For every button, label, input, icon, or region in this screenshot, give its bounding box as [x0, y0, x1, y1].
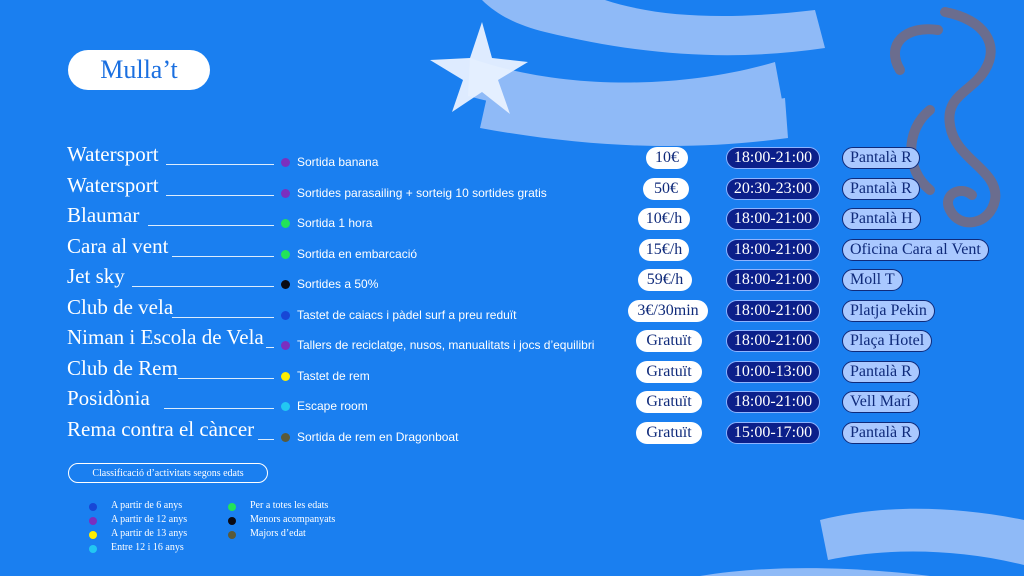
price-badge: 10€/h — [638, 208, 690, 230]
legend-dot — [89, 517, 97, 525]
time-badge: 18:00-21:00 — [726, 300, 820, 322]
table-row: Posidònia Escape room Gratuït 18:00-21:0… — [0, 386, 1024, 424]
age-dot — [281, 219, 290, 228]
legend-label: A partir de 13 anys — [111, 528, 188, 539]
activity-name: Tastet de rem — [297, 369, 370, 383]
place-badge: Pantalà H — [842, 208, 921, 230]
time-badge: 18:00-21:00 — [726, 391, 820, 413]
price-badge: Gratuït — [636, 361, 702, 383]
time-badge: 10:00-13:00 — [726, 361, 820, 383]
activity-name: Tastet de caiacs i pàdel surf a preu red… — [297, 308, 517, 322]
organizer-name: Posidònia — [67, 386, 150, 410]
table-row: Cara al vent Sortida en embarcació 15€/h… — [0, 234, 1024, 272]
activity-name: Sortida de rem en Dragonboat — [297, 430, 459, 444]
place-badge: Pantalà R — [842, 147, 920, 169]
age-dot — [281, 341, 290, 350]
age-dot — [281, 189, 290, 198]
time-badge: 15:00-17:00 — [726, 422, 820, 444]
place-badge: Pantalà R — [842, 422, 920, 444]
legend-dot — [89, 503, 97, 511]
time-badge: 18:00-21:00 — [726, 147, 820, 169]
table-row: Rema contra el càncer Sortida de rem en … — [0, 417, 1024, 455]
table-row: Niman i Escola de Vela Tallers de recicl… — [0, 325, 1024, 363]
organizer-name: Club de vela — [67, 295, 174, 319]
legend-title: Classificació d’activitats segons edats — [68, 463, 268, 483]
table-row: Jet sky Sortides a 50% 59€/h 18:00-21:00… — [0, 264, 1024, 302]
age-dot — [281, 250, 290, 259]
activity-name: Sortides a 50% — [297, 277, 379, 291]
age-dot — [281, 433, 290, 442]
price-badge: 10€ — [646, 147, 688, 169]
activity-name: Sortides parasailing + sorteig 10 sortid… — [297, 186, 547, 200]
time-badge: 18:00-21:00 — [726, 208, 820, 230]
leader-line — [266, 347, 274, 348]
age-dot — [281, 372, 290, 381]
activity-name: Sortida banana — [297, 155, 379, 169]
legend-label: A partir de 12 anys — [111, 514, 188, 525]
table-row: Club de Rem Tastet de rem Gratuït 10:00-… — [0, 356, 1024, 394]
place-badge: Pantalà R — [842, 361, 920, 383]
starfish-icon — [430, 22, 528, 114]
page-title: Mulla’t — [68, 50, 210, 90]
table-row: Watersport Sortides parasailing + sortei… — [0, 173, 1024, 211]
table-row: Watersport Sortida banana 10€ 18:00-21:0… — [0, 142, 1024, 180]
leader-line — [132, 286, 274, 287]
place-badge: Moll T — [842, 269, 903, 291]
organizer-name: Niman i Escola de Vela — [67, 325, 264, 349]
age-dot — [281, 280, 290, 289]
organizer-name: Watersport — [67, 142, 159, 166]
place-badge: Pantalà R — [842, 178, 920, 200]
legend-label: Menors acompanyats — [250, 514, 336, 525]
organizer-name: Cara al vent — [67, 234, 169, 258]
price-badge: Gratuït — [636, 422, 702, 444]
time-badge: 18:00-21:00 — [726, 269, 820, 291]
organizer-name: Watersport — [67, 173, 159, 197]
price-badge: Gratuït — [636, 330, 702, 352]
legend-dot — [228, 503, 236, 511]
table-row: Blaumar Sortida 1 hora 10€/h 18:00-21:00… — [0, 203, 1024, 241]
activity-name: Tallers de reciclatge, nusos, manualitat… — [297, 338, 595, 352]
legend-label: Per a totes les edats — [250, 500, 329, 511]
leader-line — [258, 439, 274, 440]
leader-line — [166, 164, 274, 165]
price-badge: 50€ — [643, 178, 689, 200]
legend-dot — [89, 531, 97, 539]
price-badge: 59€/h — [638, 269, 692, 291]
legend-dot — [228, 517, 236, 525]
age-dot — [281, 158, 290, 167]
age-dot — [281, 311, 290, 320]
organizer-name: Rema contra el càncer — [67, 417, 255, 441]
price-badge: 15€/h — [639, 239, 689, 261]
place-badge: Oficina Cara al Vent — [842, 239, 989, 261]
organizer-name: Club de Rem — [67, 356, 178, 380]
legend-label: A partir de 6 anys — [111, 500, 183, 511]
legend-label: Entre 12 i 16 anys — [111, 542, 184, 553]
legend-dot — [89, 545, 97, 553]
activity-name: Sortida en embarcació — [297, 247, 418, 261]
activity-name: Sortida 1 hora — [297, 216, 373, 230]
activity-name: Escape room — [297, 399, 368, 413]
place-badge: Platja Pekin — [842, 300, 935, 322]
time-badge: 20:30-23:00 — [726, 178, 820, 200]
organizer-name: Blaumar — [67, 203, 140, 227]
time-badge: 18:00-21:00 — [726, 239, 820, 261]
price-badge: 3€/30min — [628, 300, 708, 322]
price-badge: Gratuït — [636, 391, 702, 413]
table-row: Club de vela Tastet de caiacs i pàdel su… — [0, 295, 1024, 333]
leader-line — [178, 378, 274, 379]
time-badge: 18:00-21:00 — [726, 330, 820, 352]
place-badge: Plaça Hotel — [842, 330, 933, 352]
leader-line — [164, 408, 274, 409]
wave-decoration — [468, 0, 1024, 576]
age-dot — [281, 402, 290, 411]
place-badge: Vell Marí — [842, 391, 919, 413]
leader-line — [172, 256, 274, 257]
leader-line — [166, 195, 274, 196]
organizer-name: Jet sky — [67, 264, 125, 288]
legend-dot — [228, 531, 236, 539]
leader-line — [148, 225, 274, 226]
leader-line — [172, 317, 274, 318]
legend-label: Majors d’edat — [250, 528, 306, 539]
